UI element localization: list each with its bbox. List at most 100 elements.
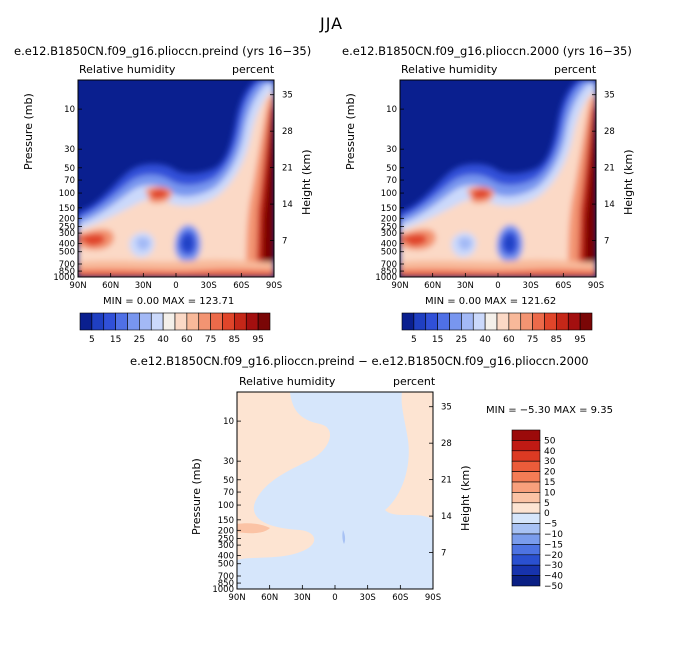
panel1-ztick-label: 7 [282,237,287,247]
panel1-ptick-label: 150 [59,204,75,214]
panel1-colorbar-label: 75 [205,335,216,345]
panel1-ptick-label: 850 [59,267,75,277]
panel2-ztick-label: 35 [604,91,615,101]
panel2-colorbar-label: 95 [574,335,585,345]
panel2-colorbar-swatch [579,312,593,331]
panel2-ztick-label: 28 [604,127,615,137]
panel3-colorbar-swatch [511,554,541,566]
panel1-colorbar-label: 85 [229,335,240,345]
panel3-colorbar-swatch [511,460,541,472]
panel3-ztick-label: 28 [441,439,452,449]
panel3-ptick-label: 250 [218,534,234,544]
panel1-xtick-label: 60N [102,281,119,291]
panel3-colorbar-label: 10 [544,488,556,498]
panel1-ztick-label: 35 [282,91,293,101]
panel1-ylabel: Pressure (mb) [22,93,35,170]
panel2-ptick-label: 200 [381,214,397,224]
panel3-ptick-label: 700 [218,572,234,582]
panel2-colorbar-label: 85 [551,335,562,345]
panel2-ptick-label: 700 [381,260,397,270]
panel1-colorbar-swatch [198,312,211,331]
panel2-ptick-label: 50 [386,164,397,174]
panel1-colorbar-label: 5 [89,335,95,345]
panel2-xtick-label: 0 [495,281,500,291]
panel3-colorbar-swatch [511,440,541,452]
panel2-colorbar-swatch [437,312,450,331]
panel1-xtick-label: 30S [201,281,217,291]
panel2-colorbar-swatch [484,312,498,331]
panel2-xtick-label: 60N [424,281,441,291]
panel3-ptick-label: 850 [218,579,234,589]
panel3-ylabel-right: Height (km) [459,465,472,531]
panel1-colorbar-label: 60 [181,335,193,345]
panel2-variable-label: Relative humidity [401,63,498,76]
panel2-xtick-label: 90N [391,281,408,291]
panel3-colorbar-swatch [511,544,541,556]
panel1-field [78,80,274,277]
panel1-colorbar-swatch [103,312,116,331]
panel1-xtick-label: 30N [135,281,152,291]
panel3-ptick-label: 70 [223,488,234,498]
panel1-ptick-label: 200 [59,214,75,224]
panel2-ztick-label: 7 [604,237,609,247]
panel3-xtick-label: 60N [261,593,278,603]
panel2-colorbar-label: 5 [411,335,417,345]
panel2-ptick-label: 150 [381,204,397,214]
panel3-ptick-label: 500 [218,560,234,570]
panel3-colorbar-swatch [511,533,541,545]
panel1-xtick-label: 0 [173,281,178,291]
panel3-colorbar-swatch [511,492,541,504]
panel3-colorbar-label: −30 [544,561,563,571]
panel2-xtick-label: 90S [588,281,604,291]
panel3-colorbar-label: 5 [544,499,550,509]
panel1-xtick-label: 90S [266,281,282,291]
panel3-xtick-label: 90N [228,593,245,603]
panel3-colorbar-swatch [511,471,541,483]
panel1-ptick-label: 500 [59,248,75,258]
panel1-colorbar-swatch [115,312,128,331]
panel1-colorbar-swatch [127,312,140,331]
panel1-minmax: MIN = 0.00 MAX = 123.71 [103,296,235,307]
panel2-ptick-label: 850 [381,267,397,277]
panel3-title: e.e12.B1850CN.f09_g16.plioccn.preind − e… [130,354,589,368]
panel2-ylabel-right: Height (km) [622,149,635,215]
panel2-colorbar-label: 25 [456,335,467,345]
panel2-colorbar-swatch [472,312,486,331]
panel2-ptick-label: 10 [386,105,397,115]
panel2-ptick-label: 100 [381,189,397,199]
panel2-ztick-label: 14 [604,200,615,210]
panel2-colorbar-label: 75 [527,335,538,345]
panel1-units-label: percent [232,63,275,76]
panel3-colorbar-label: −40 [544,572,563,582]
panel1-xtick-label: 60S [233,281,249,291]
panel2-colorbar-swatch [449,312,462,331]
panel3-xtick-label: 30S [360,593,376,603]
panel1-ztick-label: 21 [282,164,293,174]
panel1-xtick-label: 90N [69,281,86,291]
panel1-colorbar-swatch [174,312,188,331]
panel3-colorbar-swatch [511,575,541,587]
colorbars: 5 15 25 40 60 75 85 95 5 15 25 40 60 75 85 955040302015… [79,312,593,592]
panel3-colorbar-swatch [511,523,541,535]
panel1-colorbar-swatch [79,312,93,331]
panel1-colorbar-label: 40 [157,335,169,345]
panel3-ptick-label: 50 [223,476,234,486]
panel2-colorbar-swatch [401,312,415,331]
panel1-colorbar-swatch [162,312,176,331]
panel2-colorbar-swatch [413,312,427,331]
panel2-colorbar-swatch [496,312,510,331]
panel3-field [237,392,433,589]
panel3-colorbar-label: 40 [544,447,556,457]
panel3-variable-label: Relative humidity [239,375,336,388]
panel3-ptick-label: 300 [218,541,234,551]
panel1-colorbar-swatch [139,312,152,331]
panel2-colorbar-swatch [461,312,474,331]
panel1-variable-label: Relative humidity [79,63,176,76]
panel2-ptick-label: 500 [381,248,397,258]
panel2-colorbar-swatch [532,312,545,331]
panel2-ylabel: Pressure (mb) [344,93,357,170]
panel1-ptick-label: 1000 [53,273,75,283]
panel3-colorbar-label: 20 [544,468,556,478]
panel1-title: e.e12.B1850CN.f09_g16.plioccn.preind (yr… [14,44,312,58]
